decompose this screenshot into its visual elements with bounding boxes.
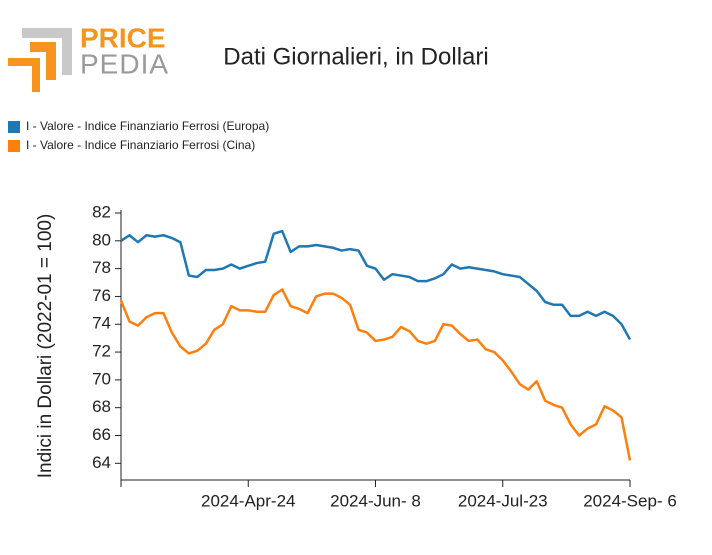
logo-mark-orange	[8, 58, 40, 92]
logo: PRICE PEDIA	[8, 22, 169, 92]
y-tick-label: 80	[92, 230, 111, 249]
logo-mark-orange	[30, 42, 56, 80]
legend-label: I - Valore - Indice Finanziario Ferrosi …	[26, 119, 269, 133]
logo-text: PEDIA	[80, 48, 169, 79]
y-tick-label: 72	[92, 342, 111, 361]
y-tick-label: 64	[92, 453, 111, 472]
legend-label: I - Valore - Indice Finanziario Ferrosi …	[26, 138, 255, 152]
y-tick-label: 66	[92, 425, 111, 444]
y-tick-label: 82	[92, 202, 111, 221]
chart-title: Dati Giornalieri, in Dollari	[223, 43, 488, 70]
logo-mark-grey	[22, 28, 72, 75]
x-tick-label: 2024-Jul-23	[458, 491, 548, 510]
x-tick-label: 2024-Sep- 6	[583, 491, 677, 510]
legend-swatch	[8, 121, 20, 133]
x-tick-label: 2024-Apr-24	[201, 491, 296, 510]
y-axis-label: Indici in Dollari (2022-01 = 100)	[35, 214, 56, 479]
series-line	[120, 229, 632, 341]
logo-text: PRICE	[80, 22, 166, 53]
y-tick-label: 74	[92, 314, 111, 333]
series-line	[119, 288, 632, 461]
legend-swatch	[8, 140, 20, 152]
y-tick-label: 76	[92, 286, 111, 305]
y-tick-label: 78	[92, 258, 111, 277]
x-tick-label: 2024-Jun- 8	[330, 491, 421, 510]
y-tick-label: 70	[92, 369, 111, 388]
y-tick-label: 68	[92, 397, 111, 416]
